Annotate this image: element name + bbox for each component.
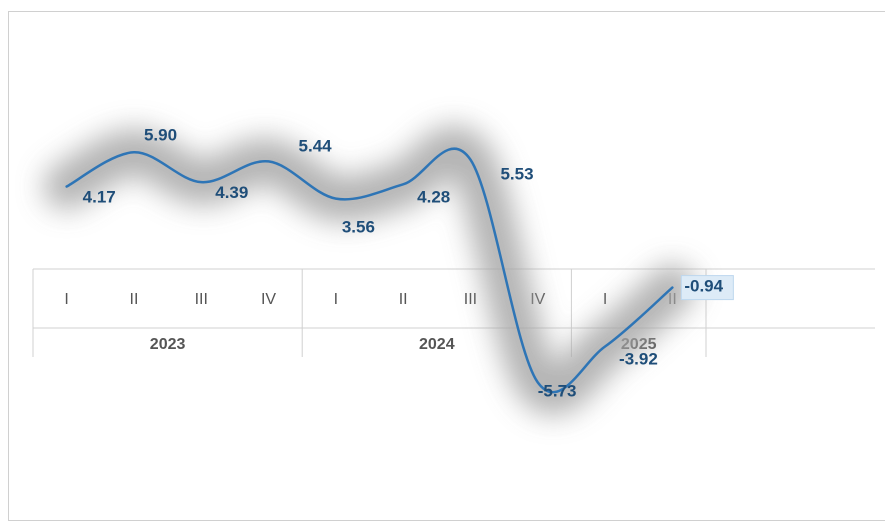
data-label: 5.53 — [500, 165, 533, 184]
data-label: 5.90 — [144, 125, 177, 144]
x-tick-label: II — [130, 291, 139, 308]
data-label: 4.28 — [417, 187, 450, 206]
data-label: -3.92 — [619, 350, 658, 369]
x-tick-label: III — [464, 291, 477, 308]
x-tick-label: I — [603, 291, 607, 308]
series-line — [65, 147, 674, 394]
x-tick-label: I — [334, 291, 338, 308]
x-tick-label: II — [399, 291, 408, 308]
x-tick-label: III — [195, 291, 208, 308]
data-label: 5.44 — [299, 136, 333, 155]
data-label-highlight — [680, 275, 734, 301]
data-label: -5.73 — [538, 381, 577, 400]
year-label: 2023 — [150, 336, 186, 353]
chart-area: I II III IV I II III IV I II 2023 2024 2025 4.17 5.90… — [8, 11, 885, 521]
x-tick-label: IV — [261, 291, 276, 308]
data-label: -0.94 — [684, 277, 723, 296]
data-label: 4.17 — [83, 188, 116, 207]
x-tick-label: I — [64, 291, 68, 308]
year-label: 2024 — [419, 336, 455, 353]
data-label: 3.56 — [342, 218, 375, 237]
data-label: 4.39 — [215, 183, 248, 202]
series-shadow — [43, 125, 696, 416]
